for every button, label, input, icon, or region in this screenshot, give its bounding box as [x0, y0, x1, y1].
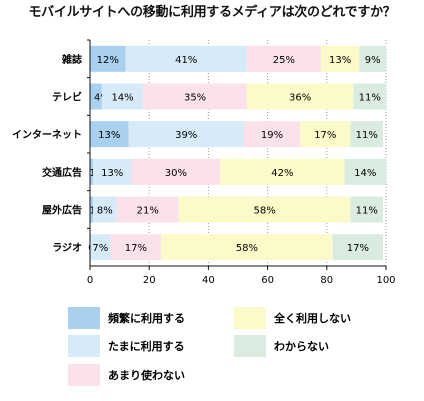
bar-segment [116, 196, 179, 223]
category-label: テレビ [52, 91, 82, 104]
x-tick-label: 0 [87, 275, 93, 286]
data-label: 39% [175, 130, 197, 141]
bar-segment [359, 45, 386, 72]
legend-swatch [234, 335, 266, 357]
legend-swatch [234, 307, 266, 329]
bar-segment [344, 158, 386, 185]
data-label: 11% [359, 93, 381, 104]
category-label: ラジオ [52, 242, 82, 254]
bar-segment [90, 158, 93, 185]
bar-segment [300, 121, 351, 148]
bar-segment [243, 121, 301, 148]
data-label: 58% [236, 243, 258, 254]
bar-segment [92, 158, 132, 185]
bar-segment [90, 83, 102, 110]
bar-segment [131, 158, 221, 185]
x-tick-label: 80 [320, 275, 333, 286]
bar-segment [332, 234, 384, 261]
data-label: 12% [97, 55, 119, 66]
data-label: 9% [365, 55, 381, 66]
legend-label: あまり使わない [108, 368, 185, 382]
data-label: 13% [329, 55, 351, 66]
legend-label: 頻繁に利用する [108, 311, 185, 325]
grid-lines [148, 40, 387, 266]
bar-segment [125, 45, 247, 72]
legend-label: たまに利用する [108, 339, 185, 353]
x-tick-label: 100 [376, 275, 395, 286]
bar-segment [350, 196, 384, 223]
data-label: 17% [125, 243, 147, 254]
chart-title: モバイルサイトへの移動に利用するメディアは次のどれですか？ [28, 5, 396, 20]
bar-segment [90, 196, 93, 223]
data-label: 13% [101, 168, 123, 179]
category-label: 雑誌 [61, 53, 82, 66]
bar-segment [246, 83, 354, 110]
data-label: 36% [289, 93, 311, 104]
data-label: 42% [271, 168, 293, 179]
bar-segment [128, 121, 244, 148]
data-label: 8% [97, 206, 113, 217]
legend-label: 全く利用しない [273, 311, 351, 325]
bar-segment [350, 121, 384, 148]
bar-segment [161, 234, 333, 261]
bar-segment [92, 196, 117, 223]
category-label: 屋外広告 [42, 204, 82, 217]
data-label: 13% [98, 130, 120, 141]
data-label: 17% [314, 130, 336, 141]
bar-segment [143, 83, 247, 110]
bar-segment [90, 234, 111, 261]
x-tick-label: 20 [143, 275, 156, 286]
data-label: 25% [273, 55, 295, 66]
data-label: 58% [254, 206, 276, 217]
bar-segment [90, 121, 129, 148]
category-label: インターネット [12, 129, 82, 141]
data-label: 7% [92, 243, 108, 254]
bar-segment [101, 83, 144, 110]
category-label: 交通広告 [42, 166, 82, 179]
data-label: 14% [354, 168, 376, 179]
bars: 12%41%25%13%9%4%14%35%36%11%13%39%19%17%… [88, 45, 386, 261]
data-label: 35% [184, 93, 206, 104]
data-label: 11% [356, 130, 378, 141]
data-label: 30% [165, 168, 187, 179]
bar-segment [320, 45, 360, 72]
legend-label: わからない [274, 340, 329, 353]
data-label: 14% [111, 93, 133, 104]
data-label: 17% [347, 243, 369, 254]
data-label: 19% [261, 130, 283, 141]
data-label: 21% [137, 206, 159, 217]
x-tick-label: 60 [261, 275, 274, 286]
x-tick-label: 40 [202, 275, 215, 286]
bar-segment [110, 234, 162, 261]
bar-segment [90, 45, 126, 72]
data-label: 11% [356, 206, 378, 217]
bar-segment [246, 45, 321, 72]
data-label: 41% [175, 55, 197, 66]
bar-segment [220, 158, 345, 185]
bar-segment [353, 83, 386, 110]
legend-swatch [68, 364, 100, 386]
bar-segment [178, 196, 351, 223]
legend-swatch [68, 307, 100, 329]
legend-swatch [68, 335, 100, 357]
